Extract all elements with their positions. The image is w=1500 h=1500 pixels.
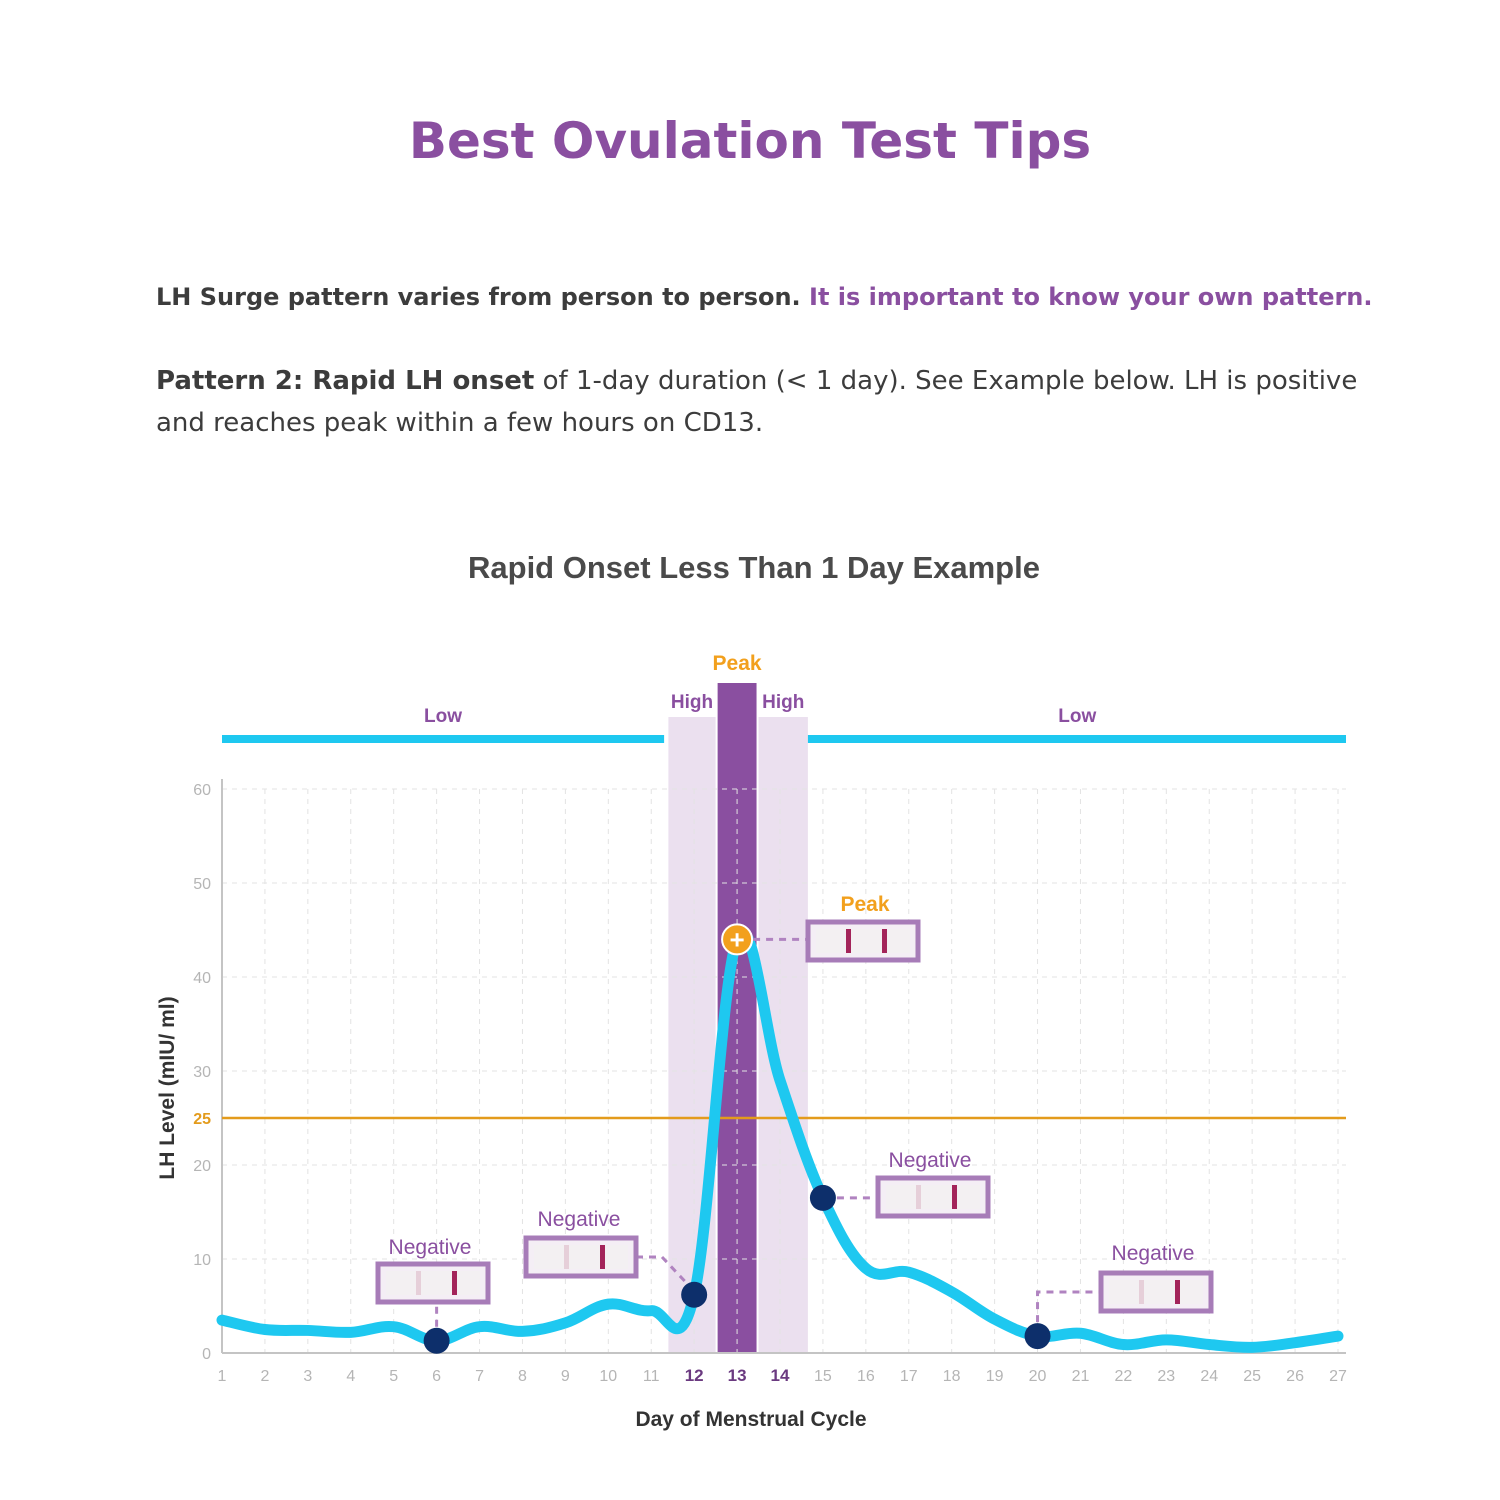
pattern-paragraph: Pattern 2: Rapid LH onset of 1-day durat… xyxy=(156,360,1386,444)
x-tick-label-9: 9 xyxy=(561,1368,570,1385)
page-title: Best Ovulation Test Tips xyxy=(408,112,1092,170)
x-tick-label-27: 27 xyxy=(1329,1368,1347,1385)
intro-plain-text: LH Surge pattern varies from person to p… xyxy=(156,283,801,311)
x-tick-label-25: 25 xyxy=(1243,1368,1261,1385)
test-strip-day-15 xyxy=(875,1175,991,1219)
band-label-high-1: High xyxy=(671,692,713,713)
x-tick-label-23: 23 xyxy=(1157,1368,1175,1385)
pattern-bold-text: Pattern 2: Rapid LH onset xyxy=(156,366,535,396)
x-tick-label-1: 1 xyxy=(218,1368,227,1385)
x-tick-label-18: 18 xyxy=(943,1368,961,1385)
y-tick-label-0: 0 xyxy=(202,1346,211,1363)
result-label-day-15: Negative xyxy=(889,1149,972,1172)
x-tick-label-2: 2 xyxy=(260,1368,269,1385)
chart-title: Rapid Onset Less Than 1 Day Example xyxy=(468,550,1040,585)
test-strip-day-12 xyxy=(523,1235,639,1279)
result-label-day-6: Negative xyxy=(389,1236,472,1259)
x-tick-label-16: 16 xyxy=(857,1368,875,1385)
band-label-peak: Peak xyxy=(713,652,762,675)
x-tick-label-21: 21 xyxy=(1072,1368,1090,1385)
x-tick-label-12: 12 xyxy=(685,1366,704,1385)
result-label-day-12: Negative xyxy=(538,1208,621,1231)
test-marker-day-15 xyxy=(809,1184,836,1211)
x-tick-label-24: 24 xyxy=(1200,1368,1218,1385)
result-label-day-20: Negative xyxy=(1112,1242,1195,1265)
high-band-1 xyxy=(668,717,716,1353)
x-tick-label-22: 22 xyxy=(1114,1368,1132,1385)
x-tick-label-10: 10 xyxy=(599,1368,617,1385)
x-tick-label-5: 5 xyxy=(389,1368,398,1385)
x-tick-label-26: 26 xyxy=(1286,1368,1304,1385)
test-marker-day-12 xyxy=(681,1281,708,1308)
y-tick-label-20: 20 xyxy=(193,1158,211,1175)
y-tick-label-30: 30 xyxy=(193,1064,211,1081)
x-tick-label-17: 17 xyxy=(900,1368,918,1385)
test-marker-day-20 xyxy=(1024,1323,1051,1350)
band-label-low-4: Low xyxy=(1058,706,1096,727)
test-strip-day-6 xyxy=(375,1261,491,1305)
y-tick-label-60: 60 xyxy=(193,782,211,799)
threshold-label: 25 xyxy=(193,1111,211,1128)
band-label-low-0: Low xyxy=(424,706,462,727)
x-tick-label-19: 19 xyxy=(986,1368,1004,1385)
x-tick-label-13: 13 xyxy=(728,1366,747,1385)
x-tick-label-20: 20 xyxy=(1029,1368,1047,1385)
x-tick-label-4: 4 xyxy=(346,1368,355,1385)
x-tick-label-3: 3 xyxy=(303,1368,312,1385)
x-tick-label-6: 6 xyxy=(432,1368,441,1385)
x-tick-label-15: 15 xyxy=(814,1368,832,1385)
intro-accent-text: It is important to know your own pattern… xyxy=(809,283,1373,311)
y-tick-label-50: 50 xyxy=(193,876,211,893)
x-tick-label-8: 8 xyxy=(518,1368,527,1385)
x-axis-label: Day of Menstrual Cycle xyxy=(635,1408,866,1431)
pattern-body-text: of 1-day duration (< 1 day). See Example… xyxy=(156,366,1358,438)
y-tick-label-40: 40 xyxy=(193,970,211,987)
connector-day-20 xyxy=(1036,1290,1101,1323)
test-marker-day-6 xyxy=(423,1327,450,1354)
intro-paragraph: LH Surge pattern varies from person to p… xyxy=(156,283,1386,311)
x-tick-label-11: 11 xyxy=(643,1368,660,1385)
result-label-day-13: Peak xyxy=(840,893,889,916)
x-tick-label-7: 7 xyxy=(475,1368,484,1385)
y-tick-label-10: 10 xyxy=(193,1252,211,1269)
test-strip-day-20 xyxy=(1098,1270,1214,1314)
band-label-high-3: High xyxy=(762,692,804,713)
peak-marker-day-13 xyxy=(721,923,754,956)
y-axis-label: LH Level (mIU/ ml) xyxy=(156,996,179,1179)
plus-icon: + xyxy=(729,924,744,954)
test-strip-day-13 xyxy=(805,919,921,963)
x-tick-label-14: 14 xyxy=(771,1366,790,1385)
connector-day-12 xyxy=(636,1255,690,1286)
